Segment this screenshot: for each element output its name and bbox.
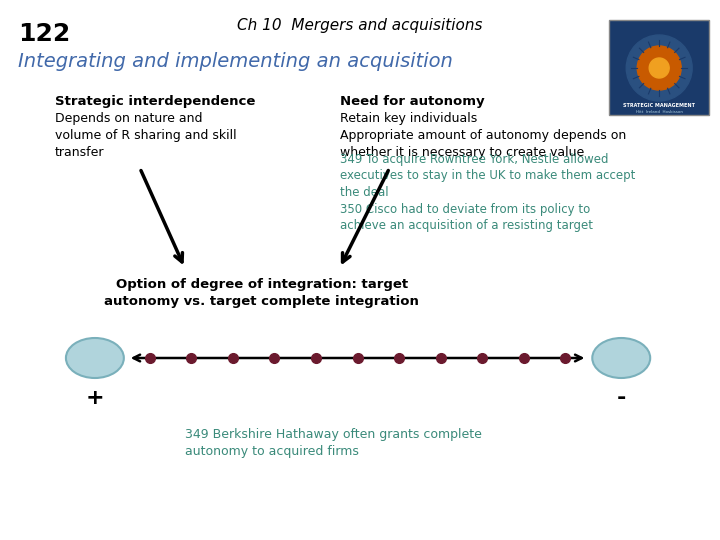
Text: Need for autonomy: Need for autonomy <box>340 95 485 108</box>
Circle shape <box>649 58 669 78</box>
Text: -: - <box>616 388 626 408</box>
Circle shape <box>626 35 692 101</box>
Text: Depends on nature and
volume of R sharing and skill
transfer: Depends on nature and volume of R sharin… <box>55 112 237 159</box>
Text: STRATEGIC MANAGEMENT: STRATEGIC MANAGEMENT <box>624 103 696 108</box>
Text: Strategic interdependence: Strategic interdependence <box>55 95 256 108</box>
Text: Hitt  Ireland  Hoskisson: Hitt Ireland Hoskisson <box>636 110 683 114</box>
Bar <box>609 20 709 115</box>
Text: 349 Berkshire Hathaway often grants complete
autonomy to acquired firms: 349 Berkshire Hathaway often grants comp… <box>185 428 482 458</box>
Ellipse shape <box>593 338 650 378</box>
Text: 349 To acquire Rowntree York, Nestle allowed
executives to stay in the UK to mak: 349 To acquire Rowntree York, Nestle all… <box>340 153 635 232</box>
Text: Option of degree of integration: target
autonomy vs. target complete integration: Option of degree of integration: target … <box>104 278 419 308</box>
Circle shape <box>637 46 681 90</box>
Ellipse shape <box>66 338 124 378</box>
Text: Ch 10  Mergers and acquisitions: Ch 10 Mergers and acquisitions <box>237 18 482 33</box>
Text: Retain key individuals
Appropriate amount of autonomy depends on
whether it is n: Retain key individuals Appropriate amoun… <box>340 112 626 159</box>
Text: 122: 122 <box>18 22 71 46</box>
Text: Integrating and implementing an acquisition: Integrating and implementing an acquisit… <box>18 52 453 71</box>
Text: +: + <box>86 388 104 408</box>
